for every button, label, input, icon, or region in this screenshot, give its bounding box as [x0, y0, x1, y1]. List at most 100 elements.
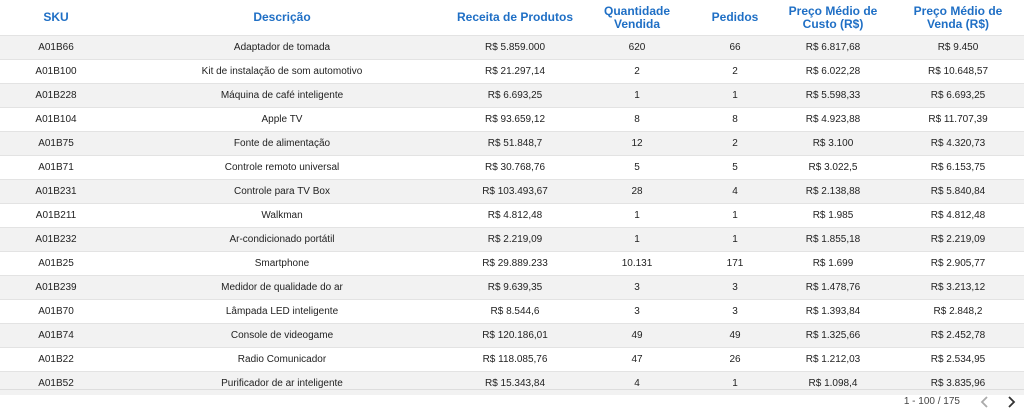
table-cell: 8 [578, 107, 696, 132]
table-cell: 5 [578, 155, 696, 180]
table-cell: 3 [578, 275, 696, 300]
table-row: A01B211 Walkman R$ 4.812,48 1 1 R$ 1.985 R$ 4.… [0, 203, 1024, 228]
table-cell: R$ 6.817,68 [774, 35, 892, 60]
table-cell: 1 [578, 83, 696, 108]
table-cell: R$ 2.452,78 [892, 323, 1024, 348]
table-cell: R$ 1.478,76 [774, 275, 892, 300]
table-cell: R$ 2.219,09 [892, 227, 1024, 252]
table-cell: R$ 1.212,03 [774, 347, 892, 372]
table-cell: R$ 6.022,28 [774, 59, 892, 84]
table-cell: R$ 6.693,25 [892, 83, 1024, 108]
table-cell: R$ 2.905,77 [892, 251, 1024, 276]
table-cell: R$ 21.297,14 [452, 59, 578, 84]
table-cell: 66 [696, 35, 774, 60]
table-body: A01B66 Adaptador de tomada R$ 5.859.000 620… [0, 35, 1024, 395]
table-cell: R$ 4.320,73 [892, 131, 1024, 156]
table-cell: R$ 11.707,39 [892, 107, 1024, 132]
table-row: A01B228 Máquina de café inteligente R$ 6.6… [0, 83, 1024, 108]
prev-page-button[interactable] [978, 394, 992, 410]
column-header: SKU [43, 10, 69, 24]
table-cell: R$ 3.100 [774, 131, 892, 156]
table-cell: 171 [696, 251, 774, 276]
table-cell: R$ 5.840,84 [892, 179, 1024, 204]
table-cell: Walkman [112, 203, 452, 228]
column-header: Pedidos [711, 10, 759, 24]
table-cell: R$ 118.085,76 [452, 347, 578, 372]
table-cell: R$ 5.859.000 [452, 35, 578, 60]
table-cell: Ar-condicionado portátil [112, 227, 452, 252]
table-cell: R$ 10.648,57 [892, 59, 1024, 84]
table-cell: 10.131 [578, 251, 696, 276]
table-cell: R$ 93.659,12 [452, 107, 578, 132]
table-cell: R$ 103.493,67 [452, 179, 578, 204]
table-cell: A01B100 [0, 59, 112, 84]
column-header: Quantidade Vendida [603, 3, 670, 31]
table-row: A01B74 Console de videogame R$ 120.186,01 4… [0, 323, 1024, 348]
table-cell: 1 [578, 227, 696, 252]
table-cell: R$ 1.985 [774, 203, 892, 228]
table-cell: R$ 1.325,66 [774, 323, 892, 348]
table-cell: Adaptador de tomada [112, 35, 452, 60]
table-cell: 26 [696, 347, 774, 372]
table-cell: 5 [696, 155, 774, 180]
table-cell: 3 [696, 275, 774, 300]
table-cell: A01B22 [0, 347, 112, 372]
column-header: Preço Médio de Custo (R$) [788, 3, 878, 31]
table-cell: A01B211 [0, 203, 112, 228]
table-cell: A01B104 [0, 107, 112, 132]
table-cell: R$ 3.022,5 [774, 155, 892, 180]
table-cell: 620 [578, 35, 696, 60]
table-cell: A01B231 [0, 179, 112, 204]
table-cell: A01B239 [0, 275, 112, 300]
table-cell: R$ 4.812,48 [452, 203, 578, 228]
table-row: A01B22 Radio Comunicador R$ 118.085,76 47 26… [0, 347, 1024, 372]
table-cell: R$ 2.219,09 [452, 227, 578, 252]
table-cell: R$ 1.393,84 [774, 299, 892, 324]
table-cell: R$ 1.855,18 [774, 227, 892, 252]
table-row: A01B66 Adaptador de tomada R$ 5.859.000 620… [0, 35, 1024, 60]
table-row: A01B104 Apple TV R$ 93.659,12 8 8 R$ 4.923,88… [0, 107, 1024, 132]
table-cell: R$ 30.768,76 [452, 155, 578, 180]
table-cell: Lâmpada LED inteligente [112, 299, 452, 324]
table-cell: R$ 9.450 [892, 35, 1024, 60]
table-cell: R$ 9.639,35 [452, 275, 578, 300]
table-cell: 2 [578, 59, 696, 84]
table-cell: A01B228 [0, 83, 112, 108]
data-table: SKU Descrição Receita de Produtos Quantidad… [0, 3, 1024, 395]
table-cell: R$ 4.812,48 [892, 203, 1024, 228]
table-row: A01B239 Medidor de qualidade do ar R$ 9.63… [0, 275, 1024, 300]
table-cell: 1 [696, 227, 774, 252]
table-cell: R$ 6.153,75 [892, 155, 1024, 180]
table-cell: A01B232 [0, 227, 112, 252]
column-header: Receita de Produtos [456, 10, 574, 24]
table-cell: R$ 4.923,88 [774, 107, 892, 132]
table-cell: A01B71 [0, 155, 112, 180]
table-cell: 47 [578, 347, 696, 372]
table-cell: 2 [696, 131, 774, 156]
table-row: A01B71 Controle remoto universal R$ 30.768… [0, 155, 1024, 180]
next-page-button[interactable] [1004, 394, 1018, 410]
table-cell: R$ 5.598,33 [774, 83, 892, 108]
table-cell: R$ 1.699 [774, 251, 892, 276]
table-cell: 2 [696, 59, 774, 84]
table-cell: 3 [578, 299, 696, 324]
column-header: Descrição [253, 10, 311, 24]
table-cell: Fonte de alimentação [112, 131, 452, 156]
pagination-bar: 1 - 100 / 175 [0, 389, 1024, 413]
table-cell: R$ 120.186,01 [452, 323, 578, 348]
table-cell: R$ 6.693,25 [452, 83, 578, 108]
table-cell: R$ 29.889.233 [452, 251, 578, 276]
table-cell: Console de videogame [112, 323, 452, 348]
table-cell: 3 [696, 299, 774, 324]
table-row: A01B70 Lâmpada LED inteligente R$ 8.544,6 3… [0, 299, 1024, 324]
table-cell: Kit de instalação de som automotivo [112, 59, 452, 84]
table-cell: 28 [578, 179, 696, 204]
table-cell: R$ 2.848,2 [892, 299, 1024, 324]
table-row: A01B25 Smartphone R$ 29.889.233 10.131 171 R$… [0, 251, 1024, 276]
table-row: A01B75 Fonte de alimentação R$ 51.848,7 12 2… [0, 131, 1024, 156]
table-cell: 1 [696, 83, 774, 108]
pagination-label: 1 - 100 / 175 [903, 396, 960, 407]
table-row: A01B231 Controle para TV Box R$ 103.493,67… [0, 179, 1024, 204]
table-cell: A01B75 [0, 131, 112, 156]
